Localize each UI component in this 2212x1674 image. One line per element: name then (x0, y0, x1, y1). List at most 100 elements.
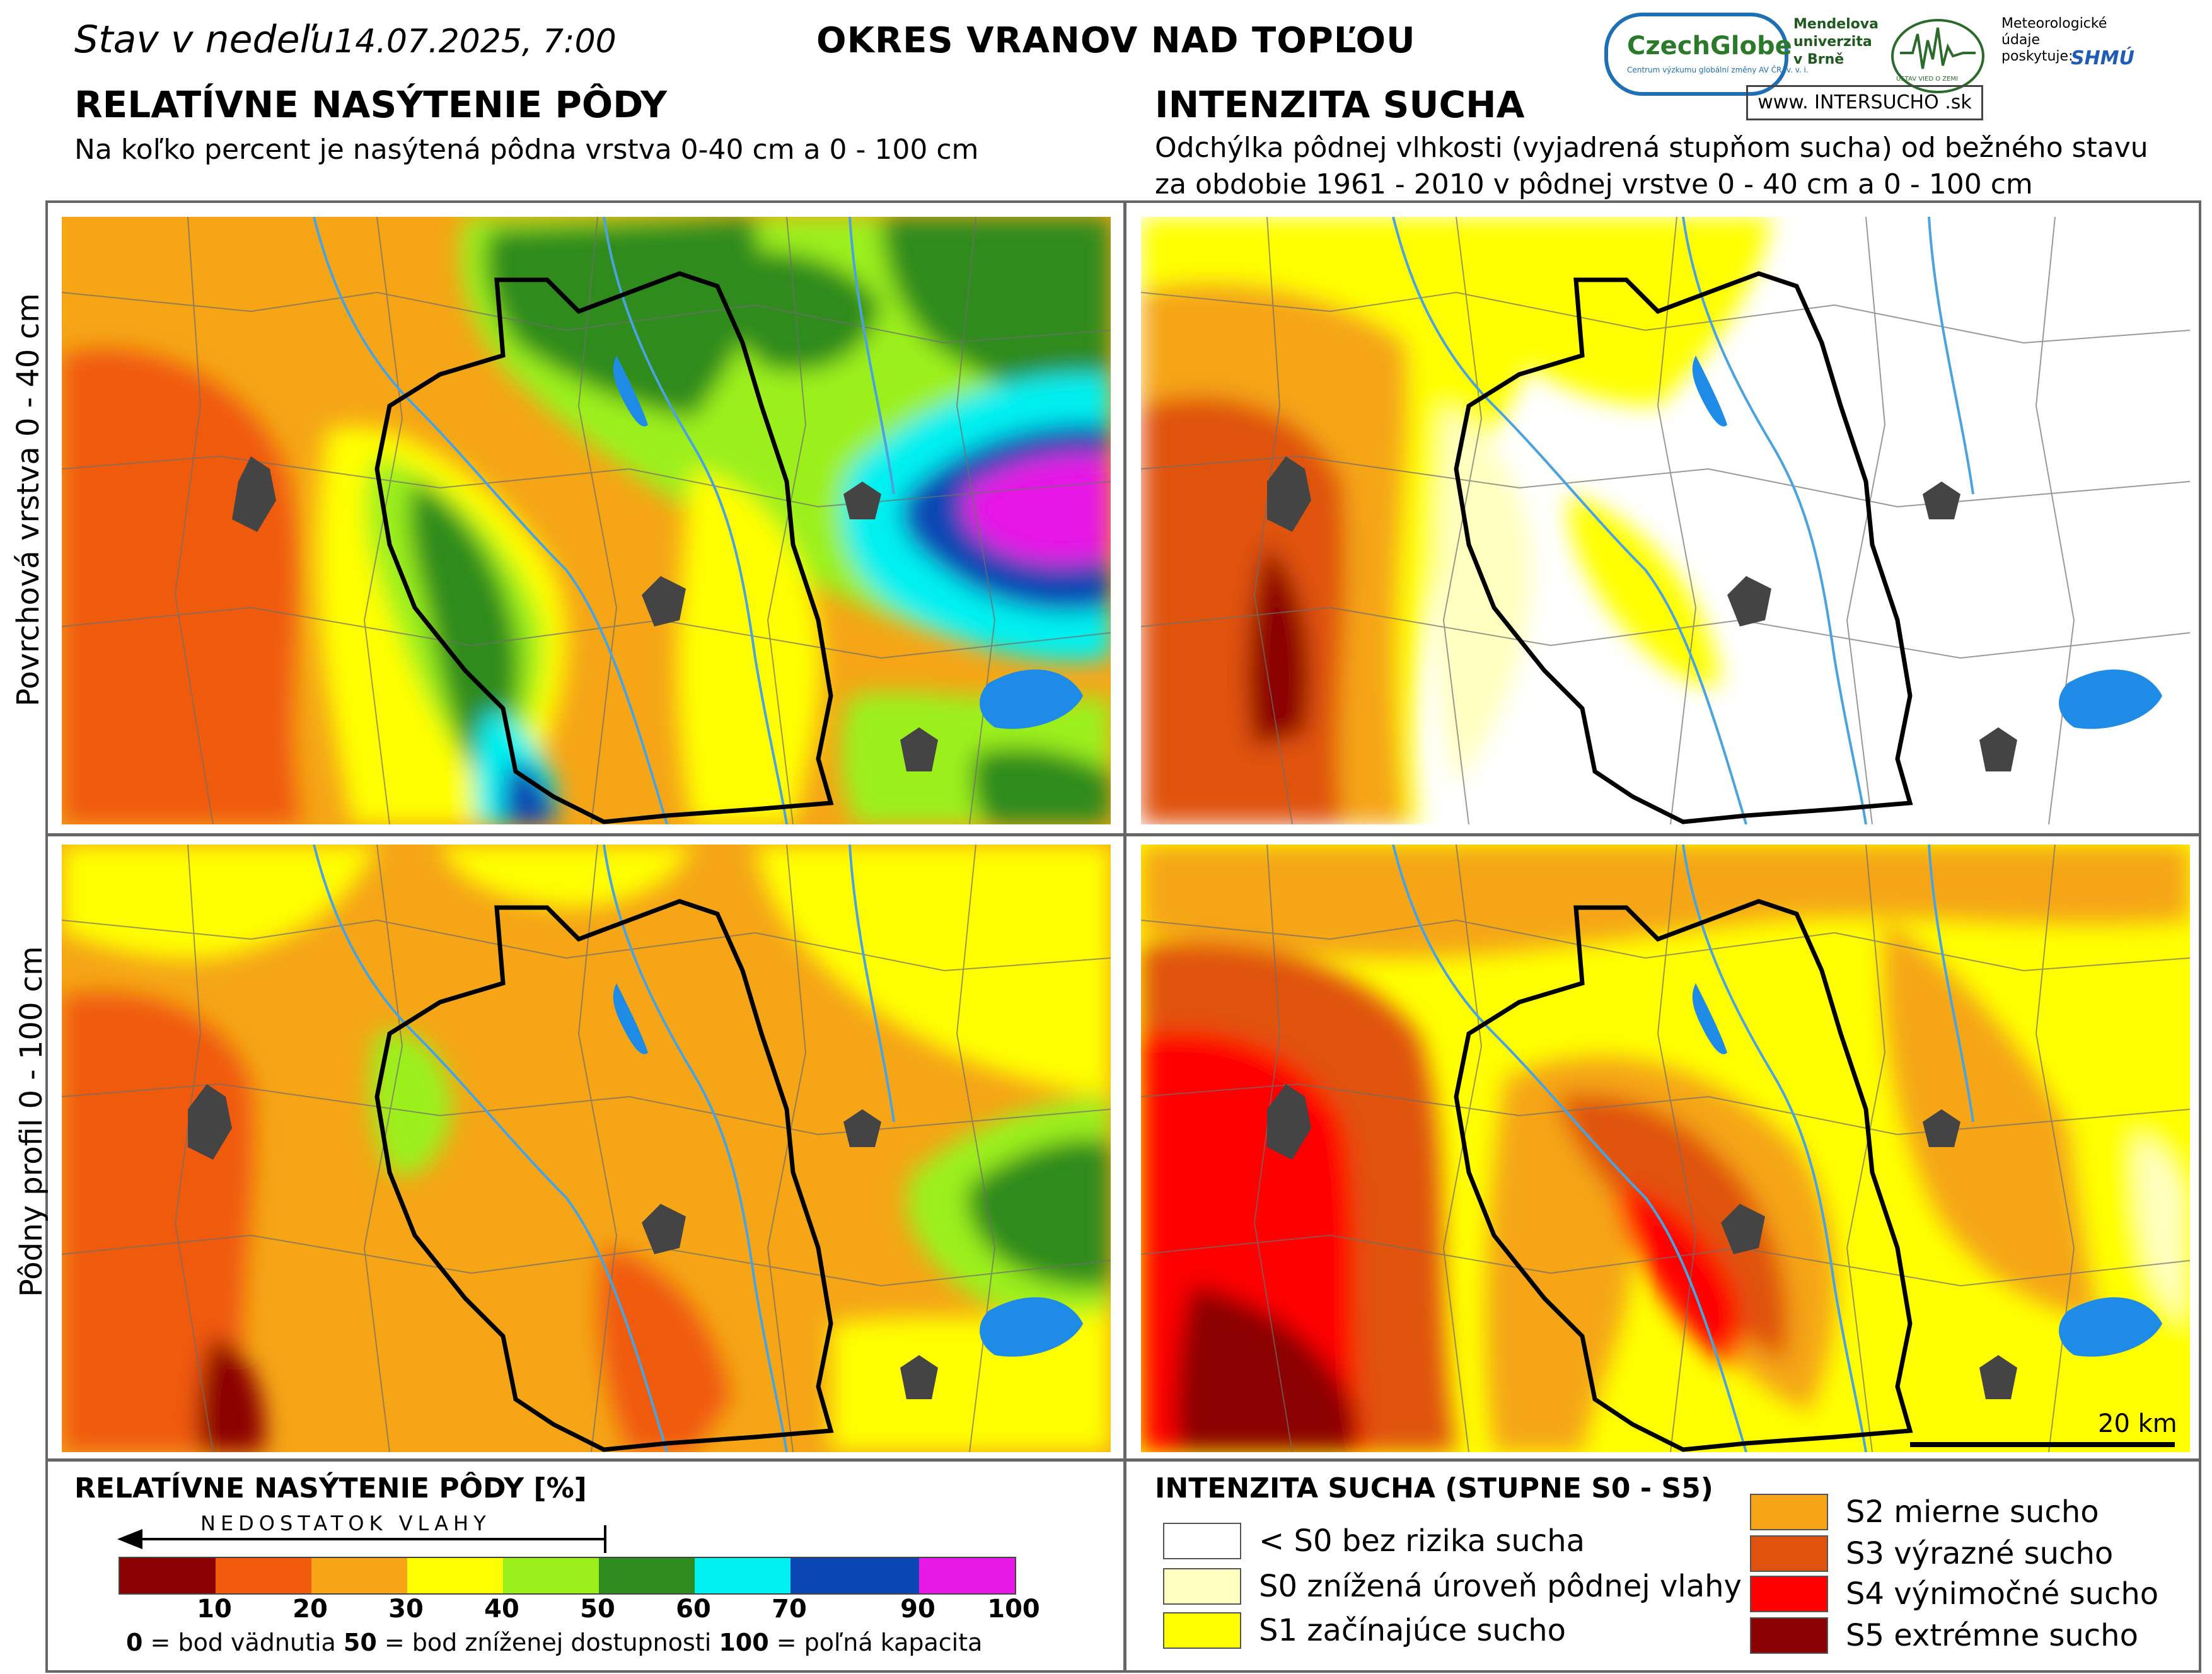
map-drought-topsoil[interactable] (1141, 217, 2190, 824)
scale-tick-label: 60 (676, 1595, 711, 1624)
saturation-title: RELATÍVNE NASÝTENIE PÔDY (74, 83, 668, 126)
drought-subtitle-line-2: za obdobie 1961 - 2010 v pôdnej vrstve 0… (1155, 168, 2033, 200)
seismograph-icon (1900, 27, 1976, 69)
district-boundary (374, 271, 834, 824)
date-value: 14.07.2025, 7:00 (334, 23, 617, 61)
mendelu-line-1: Mendelova (1793, 16, 1879, 32)
reservoir (613, 355, 648, 427)
czechglobe-tagline: Centrum výzkumu globální změny AV ČR, v.… (1627, 66, 1809, 74)
row-label-profile: Pôdny profil 0 - 100 cm (14, 946, 49, 1297)
reservoir (1692, 983, 1727, 1054)
czechglobe-name: CzechGlobe (1627, 32, 1792, 61)
saturation-legend-note: 0 = bod vädnutia 50 = bod zníženej dostu… (126, 1629, 982, 1656)
town-area (900, 1355, 938, 1399)
legend-label: < S0 bez rizika sucha (1259, 1523, 1585, 1559)
district-title: OKRES VRANOV NAD TOPĽOU (816, 20, 1416, 61)
scale-tick-label: 100 (987, 1595, 1040, 1624)
drought-legend-item: S0 znížená úroveň pôdnej vlahy (1163, 1568, 1742, 1605)
row-label-topsoil: Povrchová vrstva 0 - 40 cm (11, 293, 46, 707)
scale-swatch (216, 1558, 311, 1593)
town-area (188, 1084, 232, 1160)
legend-divider (45, 1458, 2201, 1462)
town-area (843, 482, 881, 519)
scale-swatch (790, 1558, 919, 1593)
town-area (1267, 456, 1311, 532)
legend-label: S1 začínajúce sucho (1259, 1613, 1566, 1648)
drought-legend-item: S3 výrazné sucho (1750, 1535, 2113, 1572)
legend-label: S3 výrazné sucho (1846, 1536, 2114, 1571)
drought-legend-item: < S0 bez rizika sucha (1163, 1523, 1585, 1559)
arrow-left-icon (117, 1529, 142, 1549)
map-drought-profile[interactable] (1141, 845, 2190, 1452)
shmu-logo: SHMÚ (2071, 47, 2134, 69)
scale-tick-label: 20 (292, 1595, 328, 1624)
map-saturation-topsoil[interactable] (62, 217, 1111, 824)
scale-bar-label: 20 km (2098, 1409, 2177, 1438)
town-area (1923, 482, 1960, 519)
town-area (843, 1109, 881, 1147)
intersucho-link[interactable]: www. INTERSUCHO .sk (1746, 85, 1983, 120)
uvgz-name: ÚSTAV VIED O ZEMI (1896, 76, 1959, 83)
map-saturation-profile[interactable] (62, 845, 1111, 1452)
legend-swatch (1750, 1617, 1828, 1654)
town-area (232, 456, 276, 532)
note-text-100: = poľná kapacita (768, 1629, 983, 1656)
partner-logos: CzechGlobe Centrum výzkumu globální změn… (1604, 9, 2203, 120)
district-boundary (374, 899, 834, 1452)
reservoir (980, 1297, 1083, 1357)
town-area (1979, 727, 2017, 771)
drought-subtitle-line-1: Odchýlka pôdnej vlhkosti (vyjadrená stup… (1155, 132, 2148, 164)
legend-label: S4 výnimočné sucho (1846, 1576, 2159, 1612)
reservoir (2059, 669, 2162, 729)
municipality-borders (62, 217, 1111, 824)
legend-swatch (1163, 1612, 1241, 1649)
scale-bar (1910, 1442, 2175, 1447)
town-area (642, 576, 686, 626)
drought-legend-item: S1 začínajúce sucho (1163, 1612, 1566, 1649)
scale-tick-label: 30 (388, 1595, 424, 1624)
scale-tick-label: 40 (484, 1595, 519, 1624)
town-area (1721, 1204, 1765, 1254)
drought-legend-item: S5 extrémne sucho (1750, 1617, 2138, 1654)
rivers (313, 845, 895, 1452)
provider-line-3: poskytuje: (2001, 49, 2073, 64)
report-date: Stav v nedeľu14.07.2025, 7:00 (74, 18, 617, 62)
scale-swatch (311, 1558, 407, 1593)
arrow-line (120, 1538, 605, 1540)
reservoir (613, 983, 648, 1054)
row-divider (45, 833, 2201, 836)
moisture-deficit-label: NEDOSTATOK VLAHY (200, 1511, 491, 1535)
district-boundary (1454, 271, 1913, 824)
saturation-subtitle: Na koľko percent je nasýtená pôdna vrstv… (74, 134, 979, 166)
town-area (1727, 576, 1771, 626)
note-text-0: = bod vädnutia (142, 1629, 344, 1656)
note-value-50: 50 (343, 1629, 377, 1656)
town-area (1979, 1355, 2017, 1399)
scale-tick-label: 90 (900, 1595, 935, 1624)
uvgz-logo: ÚSTAV VIED O ZEMI (1891, 19, 1984, 93)
note-text-50: = bod zníženej dostupnosti (376, 1629, 719, 1656)
scale-swatch (695, 1558, 790, 1593)
reservoir (1692, 355, 1727, 427)
scale-swatch (407, 1558, 503, 1593)
district-boundary (1454, 899, 1913, 1452)
mendelu-logo: Mendelova univerzita v Brně (1793, 16, 1879, 69)
legend-label: S5 extrémne sucho (1846, 1618, 2138, 1653)
date-prefix: Stav v nedeľu (74, 18, 335, 62)
scale-swatch (120, 1558, 216, 1593)
town-area (1267, 1084, 1311, 1160)
town-area (642, 1204, 686, 1254)
rivers (313, 217, 895, 824)
drought-legend-title: INTENZITA SUCHA (STUPNE S0 - S5) (1155, 1472, 1713, 1504)
scale-swatch (919, 1558, 1015, 1593)
reservoir (2059, 1297, 2162, 1357)
provider-line-1: Meteorologické (2001, 16, 2107, 32)
town-area (900, 727, 938, 771)
arrow-end (604, 1525, 606, 1553)
provider-line-2: údaje (2001, 32, 2041, 48)
scale-tick-label: 10 (197, 1595, 232, 1624)
legend-swatch (1163, 1523, 1241, 1559)
town-area (1923, 1109, 1960, 1147)
rivers (1392, 217, 1974, 824)
scale-tick-label: 50 (580, 1595, 615, 1624)
